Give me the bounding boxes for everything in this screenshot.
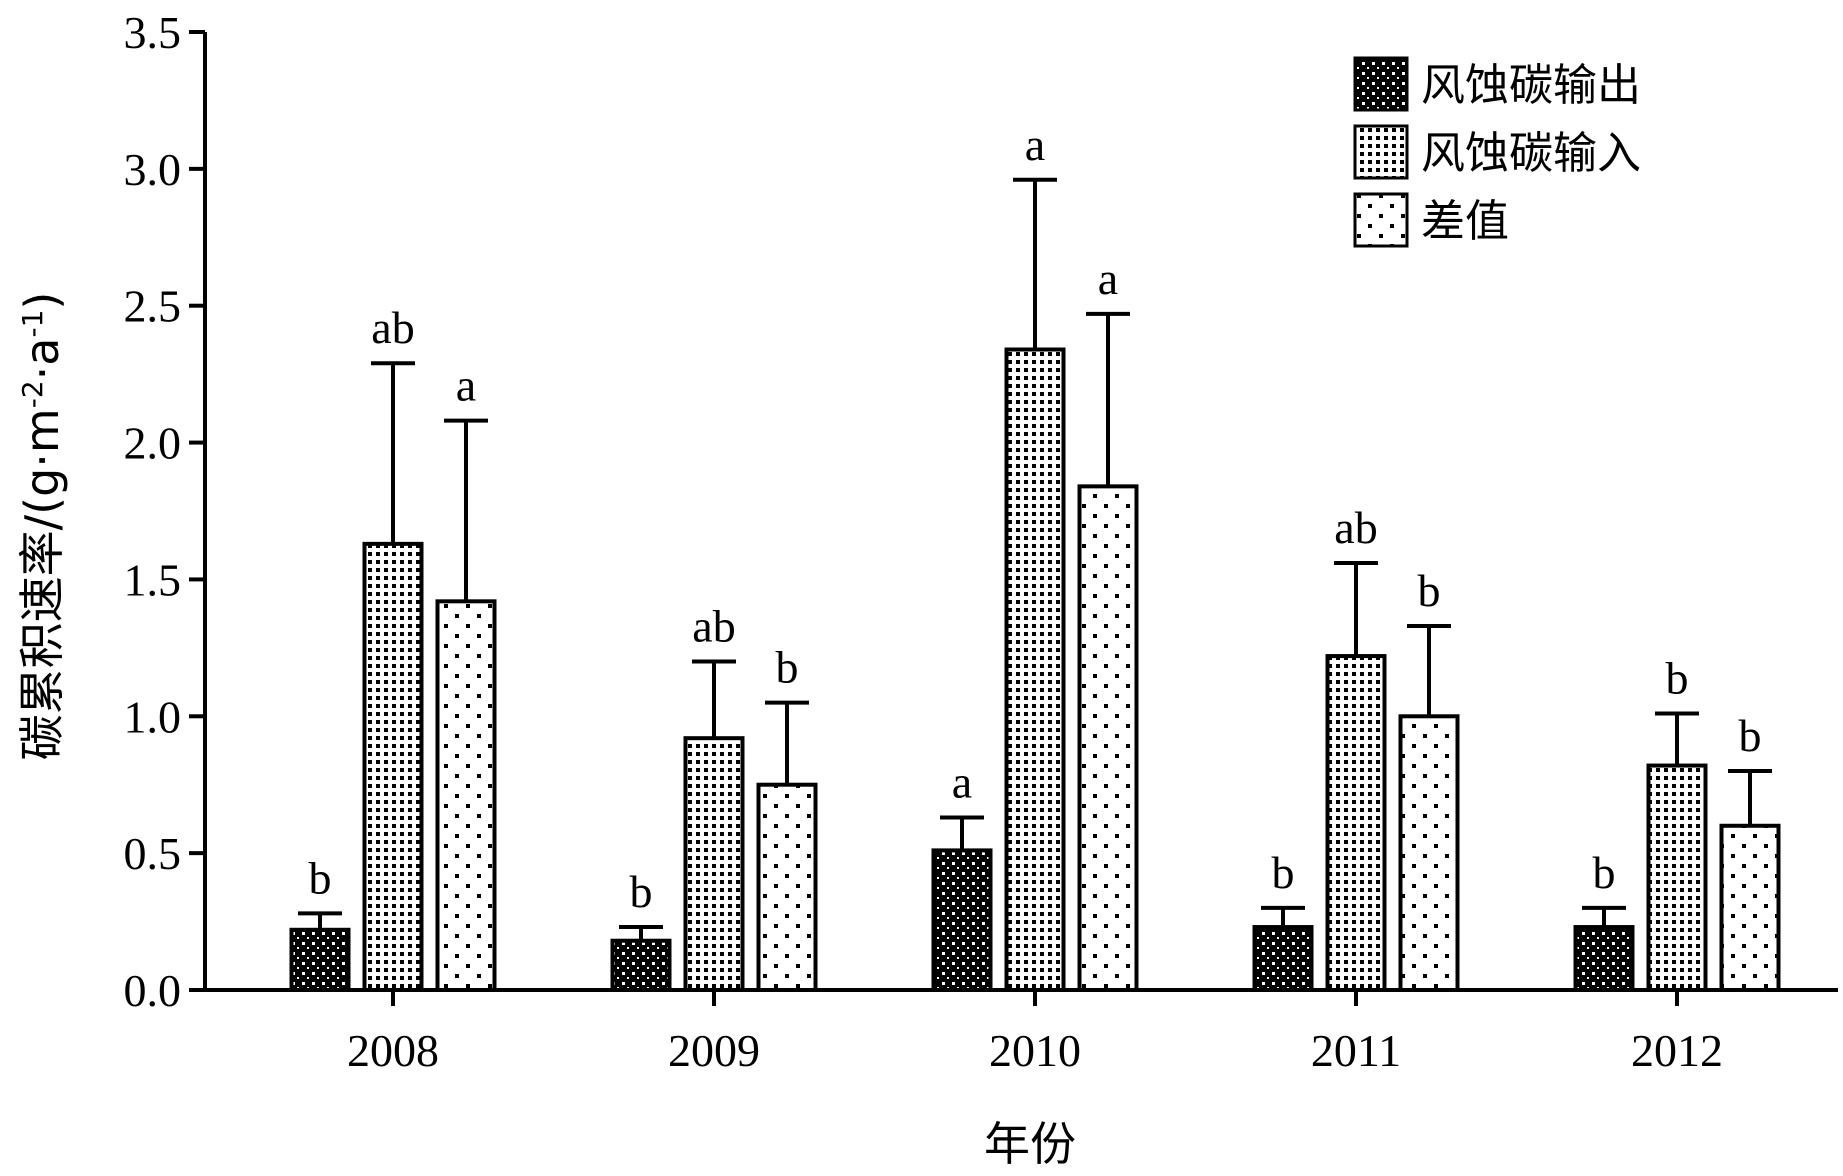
bar-2009-s2 <box>756 782 818 993</box>
significance-letter: ab <box>1334 502 1377 553</box>
y-axis-title-main: 碳累积速率/(g·m <box>15 408 69 760</box>
bar-2012-s0 <box>1573 925 1635 992</box>
bar-2011-s0 <box>1252 925 1314 992</box>
legend-label-s2: 差值 <box>1421 196 1509 247</box>
y-tick-label: 3.5 <box>124 7 182 58</box>
bar-2012-s2 <box>1719 823 1781 992</box>
bar-2011-s1 <box>1325 654 1387 992</box>
significance-letter: b <box>309 852 332 903</box>
significance-letter: ab <box>692 601 735 652</box>
y-axis-title-end: ) <box>15 292 69 310</box>
legend-label-s0: 风蚀碳输出 <box>1421 60 1641 111</box>
significance-letter: ab <box>371 302 414 353</box>
y-tick-label: 2.5 <box>124 281 182 332</box>
significance-letter: b <box>1739 710 1762 761</box>
x-tick-label-2009: 2009 <box>668 1025 760 1076</box>
significance-letter: b <box>1418 565 1441 616</box>
bar-2009-s0 <box>610 938 672 993</box>
x-tick-label-2010: 2010 <box>989 1025 1081 1076</box>
x-axis-title: 年份 <box>984 1117 1076 1171</box>
bar-2010-s0 <box>931 848 993 992</box>
legend-swatch-s0 <box>1353 56 1409 112</box>
bar-2008-s2 <box>435 599 497 993</box>
x-tick-label-2012: 2012 <box>1631 1025 1723 1076</box>
bar-2011-s2 <box>1398 714 1460 992</box>
x-tick-label-2011: 2011 <box>1311 1025 1401 1076</box>
legend-label-s1: 风蚀碳输入 <box>1421 128 1641 179</box>
plot-area: 0.0 0.5 1.0 1.5 2.0 2.5 3.0 3.5 2008 2009 2010 2011… <box>124 7 1838 1076</box>
y-tick-label: 0.5 <box>124 828 182 879</box>
significance-letter: b <box>1666 653 1689 704</box>
y-axis-title: 碳累积速率/(g·m-2·a-1) <box>15 292 69 761</box>
bar-2008-s1 <box>362 541 424 992</box>
svg-text:碳累积速率/(g·m-2·a-1): 碳累积速率/(g·m-2·a-1) <box>15 292 69 761</box>
bar-2010-s1 <box>1004 347 1066 993</box>
significance-letter: a <box>952 757 972 808</box>
significance-letter: a <box>456 360 476 411</box>
bar-2008-s0 <box>289 927 351 992</box>
y-tick-label: 2.0 <box>124 418 182 469</box>
y-tick-label: 1.5 <box>124 554 182 605</box>
y-axis-title-sup1: -2 <box>16 380 49 408</box>
y-axis-title-sup2: -1 <box>16 310 49 338</box>
y-tick-label: 3.0 <box>124 144 182 195</box>
bar-2012-s1 <box>1646 763 1708 992</box>
significance-letter: a <box>1098 253 1118 304</box>
legend-swatch-s1 <box>1353 124 1409 180</box>
legend-swatch-s2 <box>1353 192 1409 248</box>
significance-letter: b <box>630 866 653 917</box>
y-tick-label: 1.0 <box>124 691 182 742</box>
significance-letter: b <box>1272 847 1295 898</box>
significance-letter: b <box>776 642 799 693</box>
significance-letter: a <box>1025 119 1045 170</box>
bar-2009-s1 <box>683 736 745 992</box>
significance-letter: b <box>1593 847 1616 898</box>
x-tick-label-2008: 2008 <box>347 1025 439 1076</box>
y-tick-label: 0.0 <box>124 965 182 1016</box>
bar-2010-s2 <box>1077 484 1139 992</box>
y-axis-title-mid: ·a <box>15 338 69 381</box>
